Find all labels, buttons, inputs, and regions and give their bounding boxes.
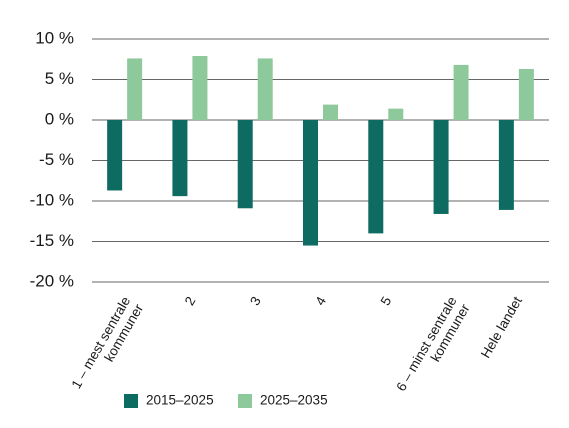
bar-series-2 (257, 58, 273, 120)
bar-series-1 (172, 120, 188, 197)
bar-series-2 (453, 64, 469, 120)
bar-series-2 (192, 56, 208, 120)
bar-series-1 (303, 120, 318, 246)
y-tick-label: 0 % (45, 109, 74, 128)
y-tick-label: -20 % (30, 271, 74, 290)
bar-series-2 (388, 108, 404, 120)
legend-swatch (124, 394, 138, 408)
gridlines (92, 38, 549, 283)
legend-label: 2015–2025 (146, 393, 214, 408)
bar-series-1 (433, 120, 449, 214)
bar-series-1 (498, 120, 514, 210)
x-tick-label: 6 – minst sentralekommuner (393, 294, 473, 402)
bar-series-1 (107, 120, 123, 191)
y-tick-label: -5 % (39, 150, 74, 169)
x-tick-label: 1 – mest sentralekommuner (68, 294, 146, 399)
bar-series-1 (237, 120, 253, 209)
y-axis-tick-labels: 10 % 5 % 0 % -5 % -10 % -15 % -20 % (30, 28, 74, 290)
y-tick-label: -15 % (30, 231, 74, 250)
bars (107, 56, 534, 246)
x-tick-label: 3 (247, 294, 264, 308)
x-axis-tick-labels: 1 – mest sentralekommuner 2 3 4 5 6 – minst s… (68, 294, 525, 402)
y-tick-label: 5 % (45, 69, 74, 88)
bar-series-2 (127, 58, 143, 120)
x-tick-label: Hele landet (478, 294, 525, 361)
legend-swatch (238, 394, 252, 408)
bar-series-1 (368, 120, 384, 234)
legend-label: 2025–2035 (260, 393, 328, 408)
x-tick-label: 4 (312, 294, 329, 308)
x-tick-label: 5 (378, 294, 395, 308)
legend: 2015–2025 2025–2035 (124, 393, 328, 408)
bar-series-2 (323, 104, 338, 120)
bar-series-2 (518, 68, 534, 120)
y-tick-label: -10 % (30, 190, 74, 209)
y-tick-label: 10 % (35, 28, 74, 47)
x-tick-label: 2 (182, 294, 199, 308)
